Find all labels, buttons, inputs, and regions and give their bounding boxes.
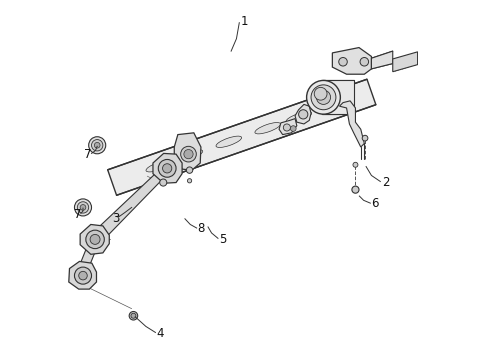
Circle shape [314,87,327,100]
Polygon shape [80,224,109,254]
Circle shape [283,124,290,131]
Ellipse shape [146,161,171,172]
Polygon shape [153,154,182,183]
Circle shape [353,162,358,167]
Circle shape [186,167,193,173]
Ellipse shape [216,136,241,147]
Circle shape [290,126,296,131]
Polygon shape [174,133,201,170]
Polygon shape [332,48,372,74]
Circle shape [299,110,308,119]
Ellipse shape [307,81,340,114]
Text: 8: 8 [198,222,205,235]
Circle shape [74,267,92,284]
Text: 6: 6 [372,197,379,211]
Circle shape [184,150,193,159]
Circle shape [92,140,103,151]
Ellipse shape [316,90,331,105]
Text: 3: 3 [112,212,120,224]
Circle shape [360,58,369,66]
Polygon shape [339,101,364,147]
Circle shape [79,271,87,280]
Circle shape [158,159,176,177]
Text: 5: 5 [219,233,227,246]
Circle shape [131,313,136,318]
Polygon shape [91,165,170,244]
Ellipse shape [286,112,312,123]
Circle shape [80,204,86,210]
Polygon shape [322,80,354,114]
Polygon shape [393,52,418,72]
Circle shape [352,186,359,193]
Text: 2: 2 [382,176,390,189]
Circle shape [163,164,172,173]
Circle shape [187,179,192,183]
Polygon shape [69,261,96,289]
Circle shape [160,179,167,186]
Circle shape [89,137,106,154]
Circle shape [90,234,100,245]
Polygon shape [295,105,311,124]
Circle shape [362,135,368,141]
Ellipse shape [255,122,280,134]
Text: 7: 7 [84,147,92,161]
Circle shape [339,58,347,66]
Text: 7: 7 [74,208,81,221]
Ellipse shape [311,85,336,110]
Circle shape [95,142,100,148]
Polygon shape [279,118,297,135]
Text: 4: 4 [156,327,164,340]
Polygon shape [108,79,376,195]
Circle shape [86,230,104,248]
Ellipse shape [177,150,203,161]
Text: 1: 1 [240,15,248,29]
Circle shape [74,199,92,216]
Circle shape [77,202,89,213]
Polygon shape [78,236,99,276]
Polygon shape [372,51,393,69]
Circle shape [180,146,196,162]
Circle shape [129,311,138,320]
